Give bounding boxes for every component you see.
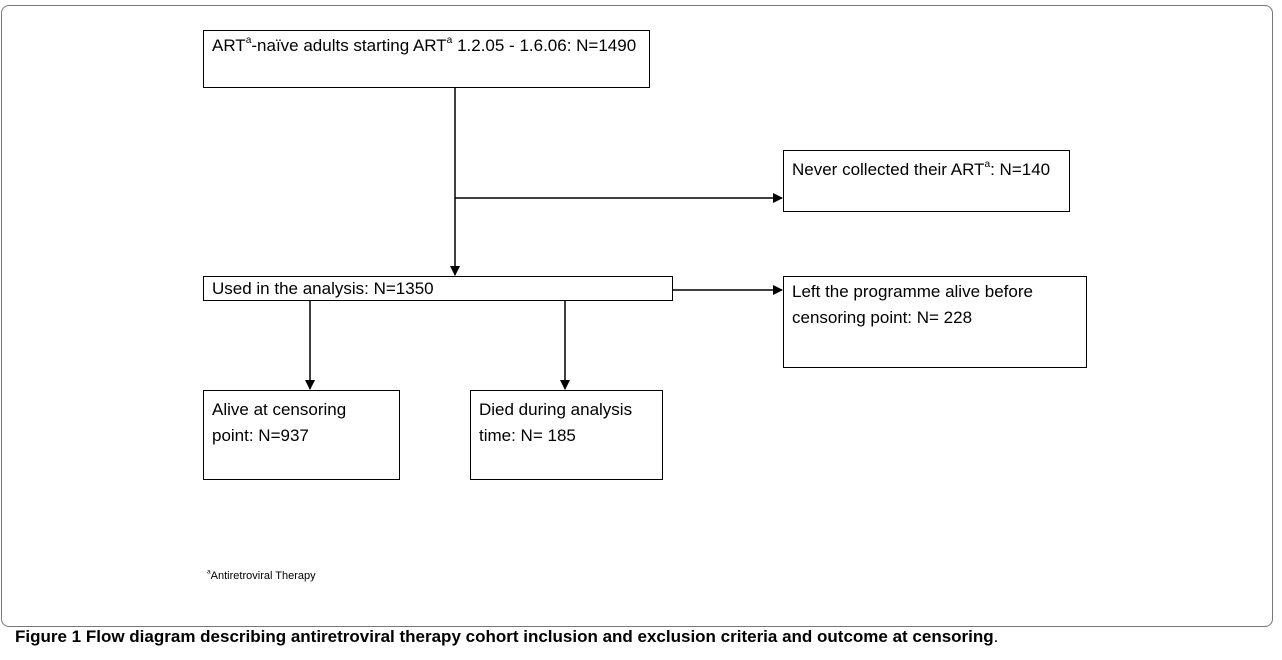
superscript: a (984, 158, 991, 170)
text-run: Used in the analysis: N=1350 (212, 279, 434, 298)
text-run: -naïve adults starting ART (251, 36, 447, 55)
node: Alive at censoring point: N=937 (203, 390, 400, 480)
caption-label: Figure 1 (15, 627, 82, 646)
text-run: : N=140 (990, 160, 1051, 179)
node: ARTa-naïve adults starting ARTa 1.2.05 -… (203, 30, 650, 88)
text-run: Never collected their ART (792, 160, 985, 179)
text-run: Left the programme alive before censorin… (792, 282, 1033, 327)
text-run: Died during analysis time: N= 185 (479, 400, 633, 445)
caption: Figure 1 Flow diagram describing antiret… (15, 627, 998, 647)
node: Left the programme alive before censorin… (783, 276, 1087, 368)
superscript: a (446, 34, 453, 46)
superscript: a (245, 34, 252, 46)
node: Died during analysis time: N= 185 (470, 390, 663, 480)
caption-text: Flow diagram describing antiretroviral t… (85, 627, 994, 646)
text-run: Antiretroviral Therapy (210, 570, 316, 582)
text-run: 1.2.05 - 1.6.06: N=1490 (452, 36, 637, 55)
figure-frame (1, 5, 1273, 627)
caption-end: . (993, 627, 999, 646)
text-run: ART (212, 36, 246, 55)
text-run: Alive at censoring point: N=937 (212, 400, 347, 445)
node: Used in the analysis: N=1350 (203, 276, 673, 301)
footnote: aAntiretroviral Therapy (207, 568, 316, 582)
superscript: a (207, 568, 211, 576)
node: Never collected their ARTa: N=140 (783, 150, 1070, 212)
